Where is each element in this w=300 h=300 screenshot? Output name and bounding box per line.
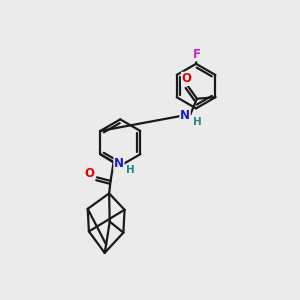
Text: H: H xyxy=(193,117,202,127)
Text: O: O xyxy=(85,167,94,180)
Text: N: N xyxy=(180,109,190,122)
Text: H: H xyxy=(126,165,135,175)
Text: N: N xyxy=(114,157,124,170)
Text: O: O xyxy=(182,72,191,85)
Text: F: F xyxy=(193,48,201,61)
